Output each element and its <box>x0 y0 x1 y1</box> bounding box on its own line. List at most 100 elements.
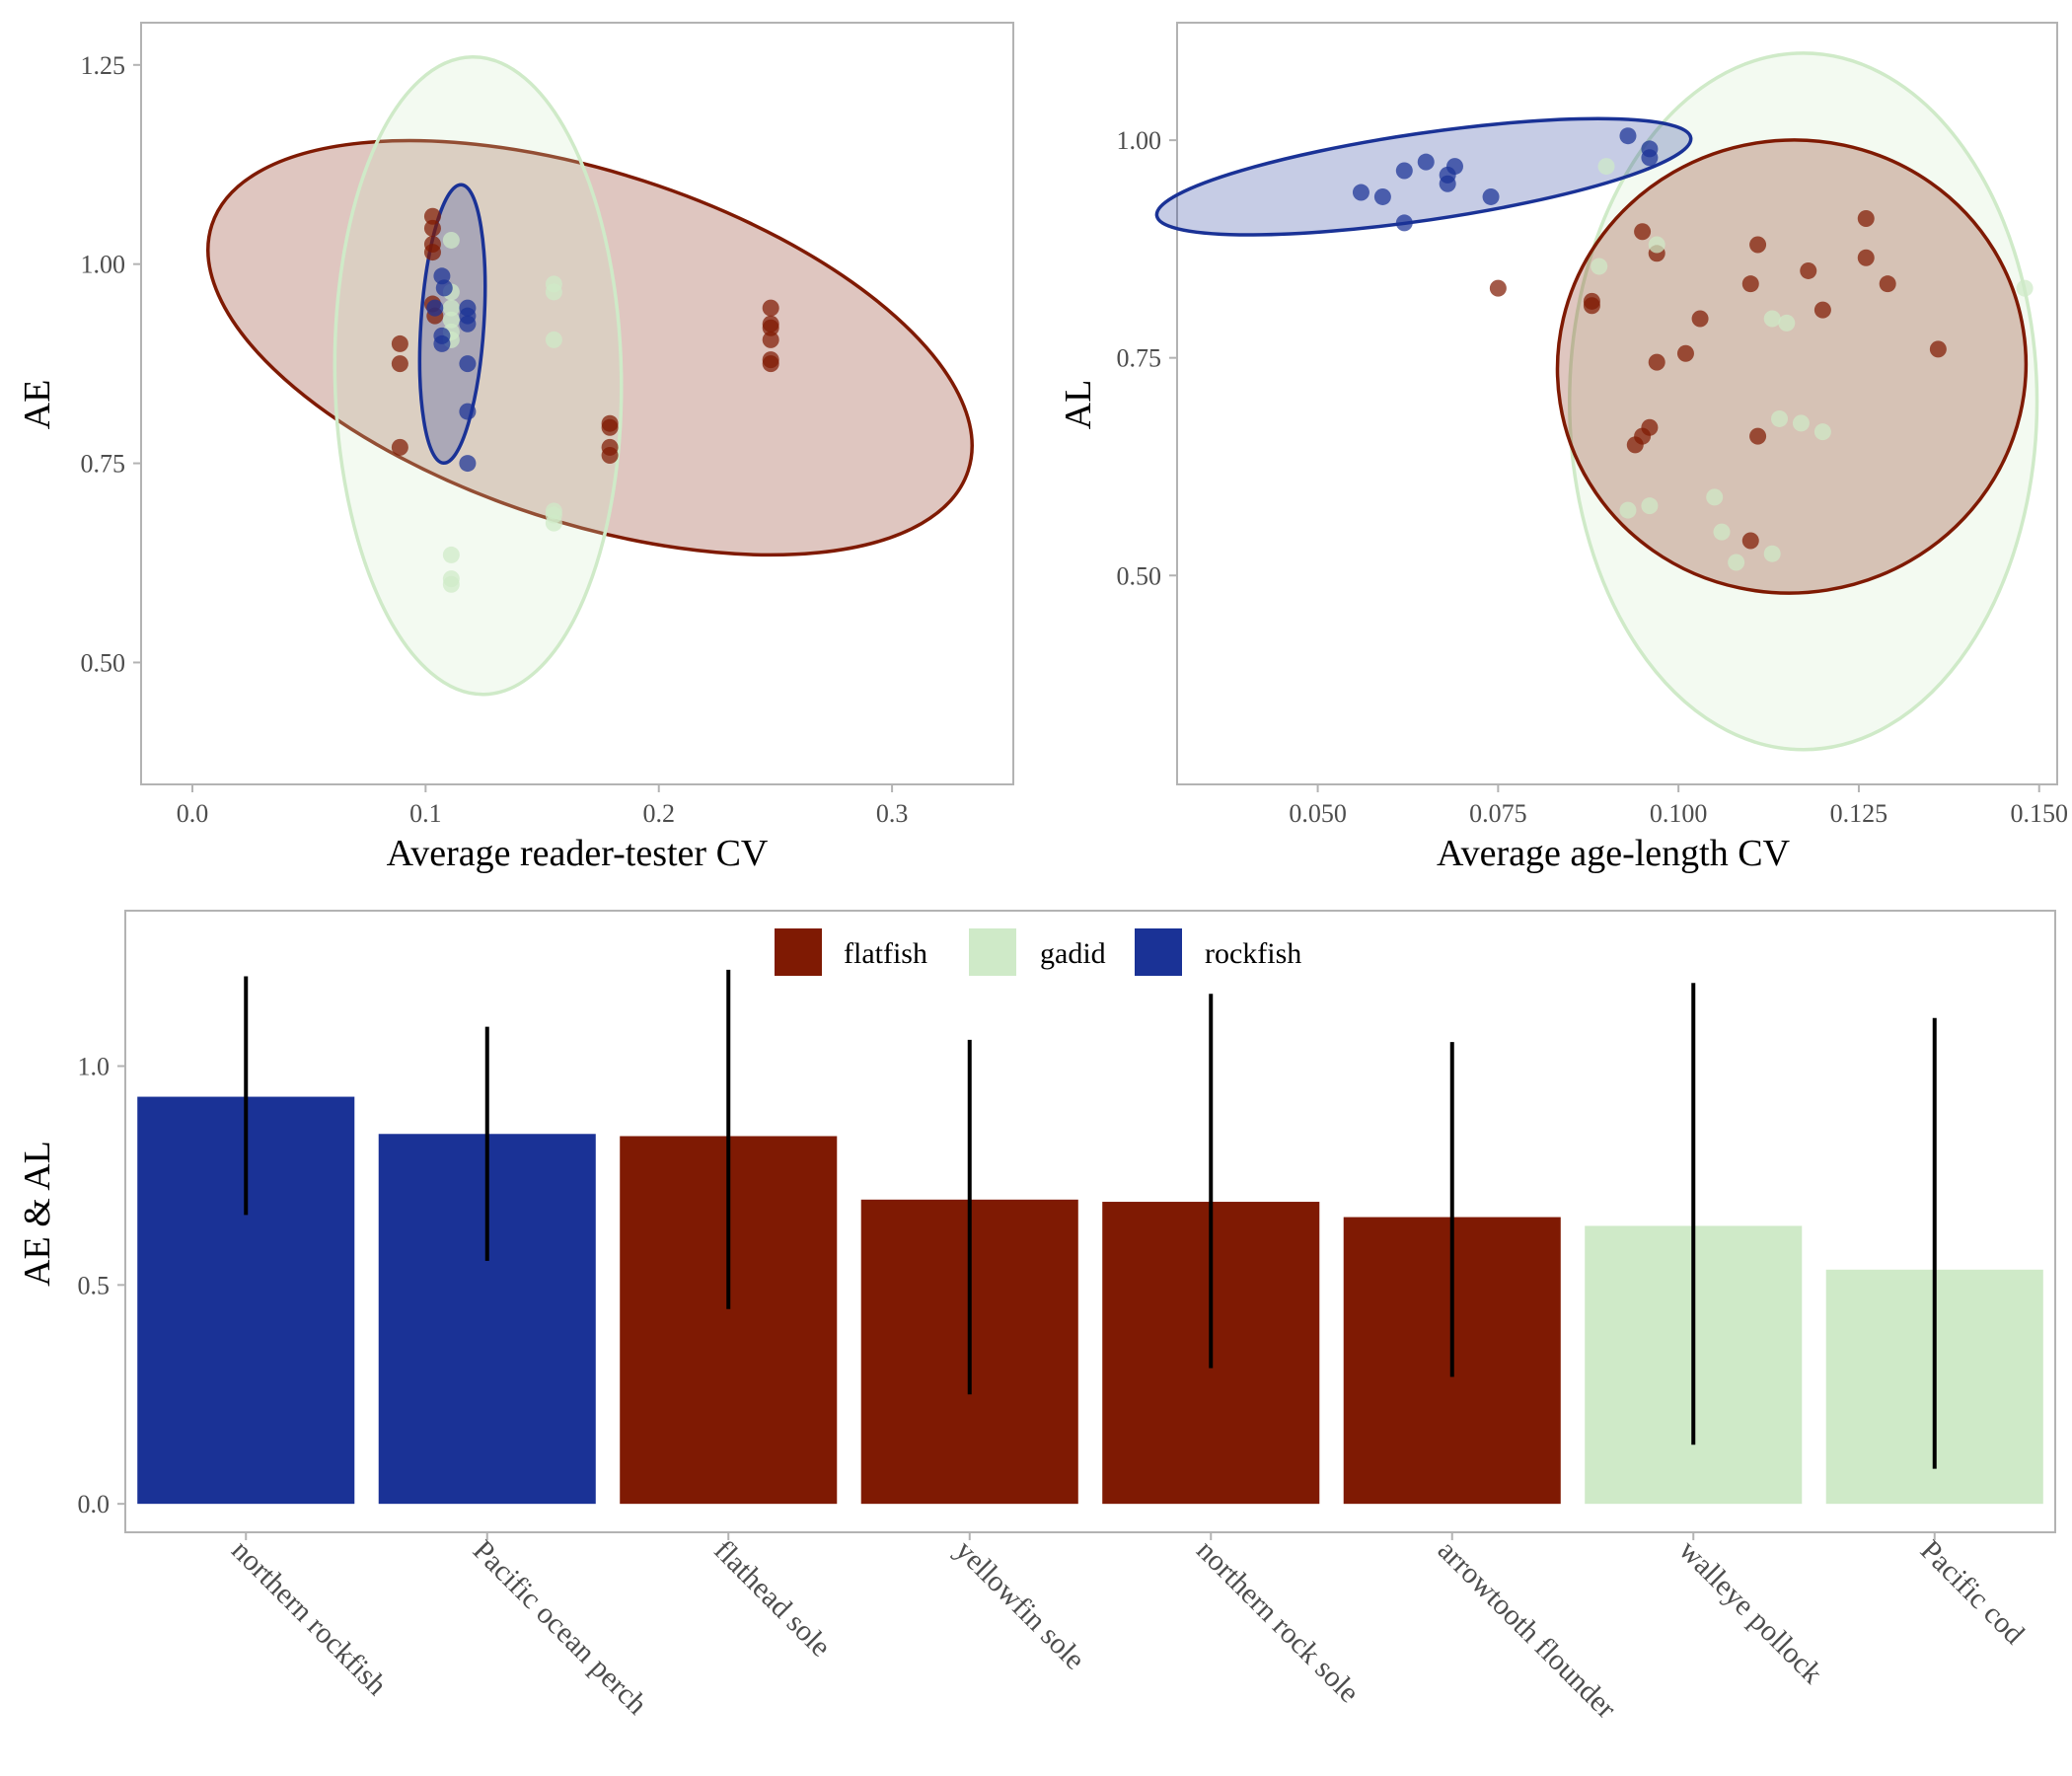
y-tick-label: 0.75 <box>81 450 126 479</box>
data-point-flatfish <box>1813 301 1831 319</box>
y-tick-label: 0.75 <box>1117 344 1162 373</box>
data-point-flatfish <box>423 207 441 225</box>
scatter-panel-age-length: 0.050 0.075 0.100 0.125 0.150 0.50 0.75 1.00 <box>1117 22 2068 828</box>
data-point-flatfish <box>1879 275 1896 293</box>
data-point-gadid <box>1792 414 1810 432</box>
data-point-rockfish <box>1619 127 1637 145</box>
data-point-gadid <box>1597 158 1615 176</box>
y-tick-label: 1.00 <box>81 251 126 279</box>
y-tick-label: 0.50 <box>1117 561 1162 590</box>
legend-key-flatfish <box>775 928 822 976</box>
data-point-flatfish <box>1800 261 1817 279</box>
y-tick-label: 1.00 <box>1117 126 1162 155</box>
confidence-ellipse-rockfish <box>1154 116 1693 237</box>
data-point-flatfish <box>1741 532 1759 550</box>
data-point-gadid <box>545 283 562 301</box>
data-point-flatfish <box>391 438 408 456</box>
data-point-gadid <box>442 575 460 593</box>
data-point-flatfish <box>1741 275 1759 293</box>
data-point-gadid <box>2016 279 2034 297</box>
bar-panel: northern rockfish Pacific ocean perch flat… <box>78 910 2056 1726</box>
data-point-rockfish <box>459 403 477 420</box>
data-point-gadid <box>1778 314 1796 332</box>
scatter-panel-reader-tester: 0.0 0.1 0.2 0.3 0.50 0.75 1.00 1.25 <box>81 22 1014 828</box>
legend-label-flatfish: flatfish <box>844 937 927 970</box>
x-tick-label: Pacific cod <box>1914 1534 2031 1651</box>
y-tick-label: 0.50 <box>81 648 126 677</box>
legend-key-gadid <box>969 928 1016 976</box>
data-point-flatfish <box>391 355 408 373</box>
data-point-rockfish <box>1641 149 1659 167</box>
legend-label-gadid: gadid <box>1040 937 1106 970</box>
x-tick-label: Pacific ocean perch <box>467 1534 653 1721</box>
x-tick-label: 0.075 <box>1469 799 1527 828</box>
x-axis-title-b: Average age-length CV <box>1437 833 1791 874</box>
data-point-flatfish <box>1691 310 1709 328</box>
x-tick-label: flathead sole <box>707 1534 837 1664</box>
data-point-gadid <box>1763 310 1781 328</box>
data-point-flatfish <box>601 446 619 464</box>
data-point-flatfish <box>423 244 441 261</box>
data-point-flatfish <box>1676 344 1694 362</box>
data-point-rockfish <box>459 315 477 333</box>
data-point-gadid <box>442 231 460 249</box>
y-axis-title-a: AE <box>17 380 58 430</box>
data-point-gadid <box>442 311 460 329</box>
data-point-flatfish <box>1749 236 1767 254</box>
x-tick-label: 0.100 <box>1650 799 1708 828</box>
data-point-rockfish <box>435 279 453 297</box>
x-tick-label: northern rockfish <box>225 1534 393 1702</box>
data-point-flatfish <box>762 331 779 348</box>
y-axis-title-b: AL <box>1058 380 1099 430</box>
x-tick-label: 0.0 <box>177 799 209 828</box>
data-point-rockfish <box>1439 175 1456 192</box>
data-point-gadid <box>1813 423 1831 441</box>
data-point-gadid <box>1728 554 1745 571</box>
data-point-rockfish <box>426 299 444 317</box>
data-point-gadid <box>1706 488 1724 506</box>
legend-label-rockfish: rockfish <box>1205 937 1301 970</box>
confidence-ellipse-flatfish <box>1555 138 2029 595</box>
x-tick-label: northern rock sole <box>1190 1534 1366 1710</box>
data-point-flatfish <box>762 355 779 373</box>
data-point-rockfish <box>1395 214 1413 232</box>
data-point-rockfish <box>1482 187 1500 205</box>
legend-key-rockfish <box>1135 928 1182 976</box>
data-point-flatfish <box>1857 210 1875 228</box>
data-point-rockfish <box>1445 158 1463 176</box>
data-point-flatfish <box>1857 249 1875 266</box>
data-point-flatfish <box>1648 353 1665 371</box>
data-point-flatfish <box>1634 427 1652 445</box>
legend: flatfish gadid rockfish <box>775 928 1301 976</box>
data-point-gadid <box>545 514 562 532</box>
x-tick-label: 0.150 <box>2010 799 2068 828</box>
data-point-gadid <box>1648 236 1665 254</box>
data-point-gadid <box>1713 523 1731 541</box>
data-point-gadid <box>1619 501 1637 519</box>
data-point-flatfish <box>1749 427 1767 445</box>
x-tick-label: 0.125 <box>1830 799 1888 828</box>
data-point-gadid <box>1591 258 1608 275</box>
data-point-flatfish <box>1929 340 1947 358</box>
data-point-flatfish <box>762 299 779 317</box>
data-point-rockfish <box>1395 162 1413 180</box>
data-point-flatfish <box>601 418 619 436</box>
x-tick-label: arrowtooth flounder <box>1432 1534 1623 1726</box>
data-point-flatfish <box>1489 279 1507 297</box>
data-point-rockfish <box>1373 187 1391 205</box>
data-point-rockfish <box>459 355 477 373</box>
data-point-flatfish <box>391 334 408 352</box>
data-point-gadid <box>1641 497 1659 515</box>
data-point-rockfish <box>1417 153 1435 171</box>
data-point-rockfish <box>1352 184 1369 201</box>
data-point-flatfish <box>423 219 441 237</box>
data-point-flatfish <box>1583 292 1600 310</box>
y-tick-label: 1.25 <box>81 51 126 80</box>
x-axis-title-a: Average reader-tester CV <box>387 833 769 874</box>
confidence-ellipse-gadid <box>1567 51 2039 752</box>
data-point-gadid <box>442 299 460 317</box>
x-tick-label: 0.2 <box>642 799 675 828</box>
data-point-gadid <box>442 546 460 563</box>
y-tick-label: 1.0 <box>78 1053 111 1081</box>
